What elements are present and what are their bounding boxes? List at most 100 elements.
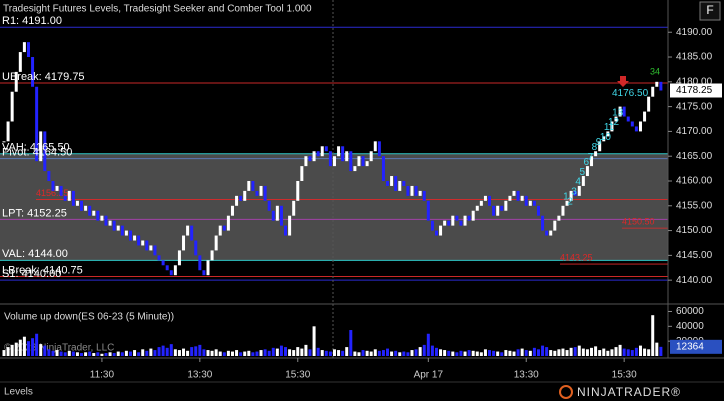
candle bbox=[63, 195, 67, 201]
candle bbox=[104, 215, 108, 226]
candle bbox=[492, 205, 496, 216]
volume-bar bbox=[345, 347, 349, 356]
volume-bar bbox=[308, 349, 312, 356]
volume-bar bbox=[153, 350, 157, 356]
candle bbox=[577, 185, 581, 196]
plot-layer bbox=[0, 26, 668, 281]
candle bbox=[390, 176, 394, 186]
last-volume-box bbox=[670, 339, 722, 354]
candle bbox=[426, 200, 430, 221]
volume-bar bbox=[51, 350, 55, 356]
candle bbox=[488, 195, 492, 206]
candle bbox=[222, 225, 226, 231]
volume-bar bbox=[520, 348, 524, 356]
candle bbox=[422, 190, 426, 201]
volume-bar bbox=[479, 352, 483, 356]
candle bbox=[651, 86, 655, 97]
time-tick-label: 11:30 bbox=[90, 370, 115, 381]
candle bbox=[569, 190, 573, 201]
volume-bar bbox=[255, 351, 259, 356]
candle bbox=[447, 220, 451, 226]
count-label: 10 bbox=[600, 132, 612, 143]
candle bbox=[47, 171, 51, 181]
volume-bar bbox=[565, 350, 569, 356]
volume-bar bbox=[606, 350, 610, 356]
candle bbox=[524, 195, 528, 206]
candle bbox=[308, 156, 312, 162]
volume-bar bbox=[92, 353, 96, 356]
volume-bar bbox=[541, 345, 545, 356]
target-label: 4176.50 bbox=[612, 88, 649, 99]
volume-bar bbox=[492, 350, 496, 356]
indicator-title: Tradesight Futures Levels, Tradesight Se… bbox=[3, 4, 312, 15]
count-label: 2 bbox=[567, 197, 573, 208]
candle bbox=[430, 220, 434, 231]
candle bbox=[194, 240, 198, 256]
volume-bar bbox=[357, 352, 361, 356]
time-tick-label: 15:30 bbox=[285, 370, 310, 381]
candle bbox=[243, 190, 247, 201]
volume-bar bbox=[459, 350, 463, 356]
candle bbox=[108, 220, 112, 226]
volume-bar bbox=[590, 347, 594, 356]
format-button-label[interactable]: F bbox=[706, 3, 713, 17]
volume-bar bbox=[39, 344, 43, 356]
tab-label[interactable]: Levels bbox=[4, 387, 33, 398]
volume-bar bbox=[296, 347, 300, 356]
time-tick-label: Apr 17 bbox=[414, 370, 444, 381]
marker-label: 4143.25 bbox=[560, 252, 593, 262]
candle bbox=[251, 180, 255, 191]
candle bbox=[218, 225, 222, 236]
format-button[interactable] bbox=[699, 1, 721, 21]
candle bbox=[26, 42, 30, 58]
volume-bar bbox=[369, 351, 373, 356]
volume-bar bbox=[655, 342, 659, 356]
volume-bar bbox=[614, 347, 618, 356]
volume-bar bbox=[561, 348, 565, 356]
candle bbox=[169, 270, 173, 276]
volume-bar bbox=[439, 349, 443, 356]
volume-bar bbox=[418, 347, 422, 356]
volume-bar bbox=[271, 347, 275, 356]
candle bbox=[349, 151, 353, 172]
time-tick-label: 13:30 bbox=[514, 370, 539, 381]
candle bbox=[532, 200, 536, 206]
candle bbox=[39, 131, 43, 162]
candle bbox=[128, 230, 132, 241]
candle bbox=[516, 190, 520, 201]
volume-bar bbox=[622, 348, 626, 356]
count-label: 8 bbox=[592, 142, 598, 153]
volume-bar bbox=[545, 347, 549, 356]
volume-bar bbox=[581, 348, 585, 356]
volume-bar bbox=[194, 346, 198, 356]
candle bbox=[206, 260, 210, 276]
volume-bar bbox=[320, 350, 324, 356]
candle bbox=[67, 190, 71, 201]
candle bbox=[31, 57, 35, 87]
level-label: LPT: 4152.25 bbox=[2, 207, 67, 219]
candle bbox=[439, 225, 443, 236]
candle bbox=[398, 180, 402, 191]
volume-bar bbox=[426, 333, 430, 356]
candle bbox=[545, 230, 549, 236]
candle bbox=[341, 146, 345, 162]
candle bbox=[394, 176, 398, 191]
candle bbox=[214, 235, 218, 251]
candle bbox=[614, 116, 618, 122]
volume-bar bbox=[573, 347, 577, 356]
candle bbox=[202, 270, 206, 276]
candle bbox=[369, 151, 373, 162]
candle bbox=[137, 235, 141, 246]
logo-icon bbox=[559, 385, 573, 399]
volume-bar bbox=[218, 351, 222, 356]
candle bbox=[406, 185, 410, 196]
candle bbox=[418, 190, 422, 196]
candle bbox=[275, 205, 279, 221]
count-label: 3 bbox=[571, 187, 577, 198]
volume-bar bbox=[618, 344, 622, 356]
candle bbox=[153, 245, 157, 256]
volume-bar bbox=[80, 353, 84, 356]
volume-bar bbox=[75, 352, 79, 356]
candle bbox=[279, 205, 283, 226]
volume-bar bbox=[638, 345, 642, 356]
